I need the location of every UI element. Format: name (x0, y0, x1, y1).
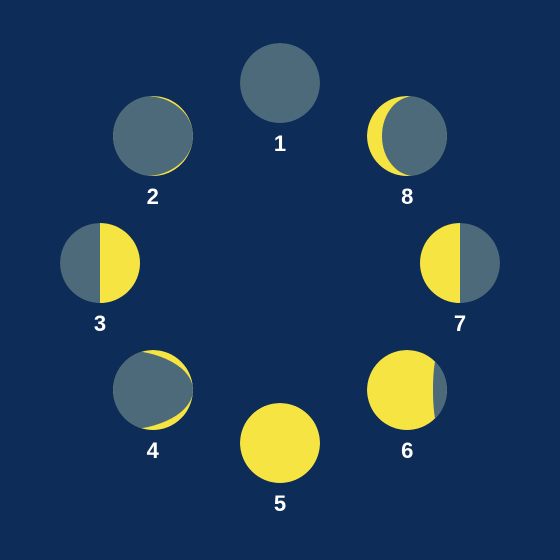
phase-label: 2 (147, 184, 159, 210)
phase-label: 1 (274, 131, 286, 157)
phase-label: 5 (274, 491, 286, 517)
phase-label: 8 (401, 184, 413, 210)
moon-phase-new: 1 (240, 43, 320, 157)
moon-icon (420, 223, 500, 303)
moon-icon (240, 403, 320, 483)
moon-icon (367, 96, 447, 176)
moon-icon (113, 96, 193, 176)
moon-phase-last-quarter: 3 (60, 223, 140, 337)
moon-phase-diagram: 1 2 3 4 5 6 7 8 (0, 0, 560, 560)
moon-icon (113, 350, 193, 430)
moon-phase-waning-gibbous: 4 (113, 350, 193, 464)
phase-label: 4 (147, 438, 159, 464)
moon-phase-full: 5 (240, 403, 320, 517)
moon-phase-first-quarter: 7 (420, 223, 500, 337)
moon-icon (240, 43, 320, 123)
moon-icon (60, 223, 140, 303)
phase-label: 6 (401, 438, 413, 464)
moon-phase-waxing-crescent: 8 (367, 96, 447, 210)
moon-phase-waning-crescent: 2 (113, 96, 193, 210)
moon-phase-waxing-gibbous: 6 (367, 350, 447, 464)
moon-icon (367, 350, 447, 430)
phase-label: 3 (94, 311, 106, 337)
phase-label: 7 (454, 311, 466, 337)
